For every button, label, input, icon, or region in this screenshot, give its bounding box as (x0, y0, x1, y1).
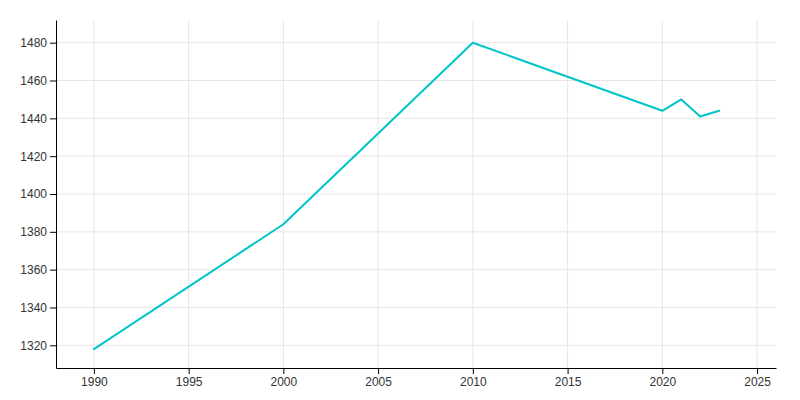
y-tick-label: 1340 (20, 301, 47, 315)
x-axis: 1990 1995 2000 2005 2010 2015 2020 2025 (57, 368, 777, 389)
x-tick-label: 2020 (649, 375, 676, 389)
y-tick-mark (50, 270, 56, 271)
x-tick: 2020 (649, 368, 676, 389)
y-tick-label: 1360 (20, 263, 47, 277)
marks (94, 43, 719, 349)
x-tick: 1995 (176, 368, 203, 389)
x-tick-label: 2005 (365, 375, 392, 389)
x-tick-label: 2015 (555, 375, 582, 389)
grid-line-y (56, 269, 776, 270)
x-tick-label: 1995 (176, 375, 203, 389)
y-tick: 1440 (20, 112, 56, 126)
y-tick: 1320 (20, 339, 56, 353)
y-axis-line (56, 21, 57, 369)
y-tick-label: 1440 (20, 112, 47, 126)
x-tick: 2025 (744, 368, 771, 389)
chart: 1990 1995 2000 2005 2010 2015 2020 2025 1320 1340… (0, 0, 800, 400)
y-tick-label: 1380 (20, 225, 47, 239)
x-tick: 2005 (365, 368, 392, 389)
x-tick-mark (283, 368, 284, 374)
x-tick-mark (378, 368, 379, 374)
grid-line-y (56, 80, 776, 81)
grid-line-y (56, 307, 776, 308)
grid-line-y (56, 194, 776, 195)
y-tick-mark (50, 307, 56, 308)
x-tick-label: 1990 (81, 375, 108, 389)
plot-area: 1990 1995 2000 2005 2010 2015 2020 2025 1320 1340… (20, 20, 776, 389)
x-tick-mark (473, 368, 474, 374)
grid-line-y (56, 345, 776, 346)
x-tick-label: 2000 (271, 375, 298, 389)
y-tick-label: 1420 (20, 150, 47, 164)
x-axis-line (57, 368, 777, 369)
grid-line-y (56, 156, 776, 157)
x-tick-label: 2025 (744, 375, 771, 389)
y-tick-mark (50, 43, 56, 44)
y-tick-label: 1460 (20, 74, 47, 88)
x-tick-label: 2010 (460, 375, 487, 389)
x-tick-mark (94, 368, 95, 374)
x-tick-mark (189, 368, 190, 374)
y-tick-label: 1320 (20, 339, 47, 353)
x-tick-mark (568, 368, 569, 374)
x-tick: 2015 (555, 368, 582, 389)
y-tick: 1420 (20, 150, 56, 164)
y-tick-mark (50, 81, 56, 82)
grid-line-y (56, 231, 776, 232)
y-axis: 1320 1340 1360 1380 1400 1420 1440 1460 1480 (20, 21, 56, 369)
y-tick-label: 1480 (20, 36, 47, 50)
y-tick-label: 1400 (20, 187, 47, 201)
y-tick-mark (50, 345, 56, 346)
line (94, 43, 719, 349)
y-tick-mark (50, 156, 56, 157)
y-tick: 1460 (20, 74, 56, 88)
x-tick: 2000 (271, 368, 298, 389)
y-tick: 1360 (20, 263, 56, 277)
grid-line-y (56, 118, 776, 119)
x-tick: 1990 (81, 368, 108, 389)
y-tick-mark (50, 232, 56, 233)
grid (56, 20, 776, 368)
x-tick-mark (757, 368, 758, 374)
y-tick: 1340 (20, 301, 56, 315)
x-tick-mark (662, 368, 663, 374)
grid-line-y (56, 42, 776, 43)
y-tick-mark (50, 194, 56, 195)
y-tick: 1380 (20, 225, 56, 239)
y-tick: 1400 (20, 187, 56, 201)
y-tick-mark (50, 118, 56, 119)
y-tick: 1480 (20, 36, 56, 50)
x-tick: 2010 (460, 368, 487, 389)
